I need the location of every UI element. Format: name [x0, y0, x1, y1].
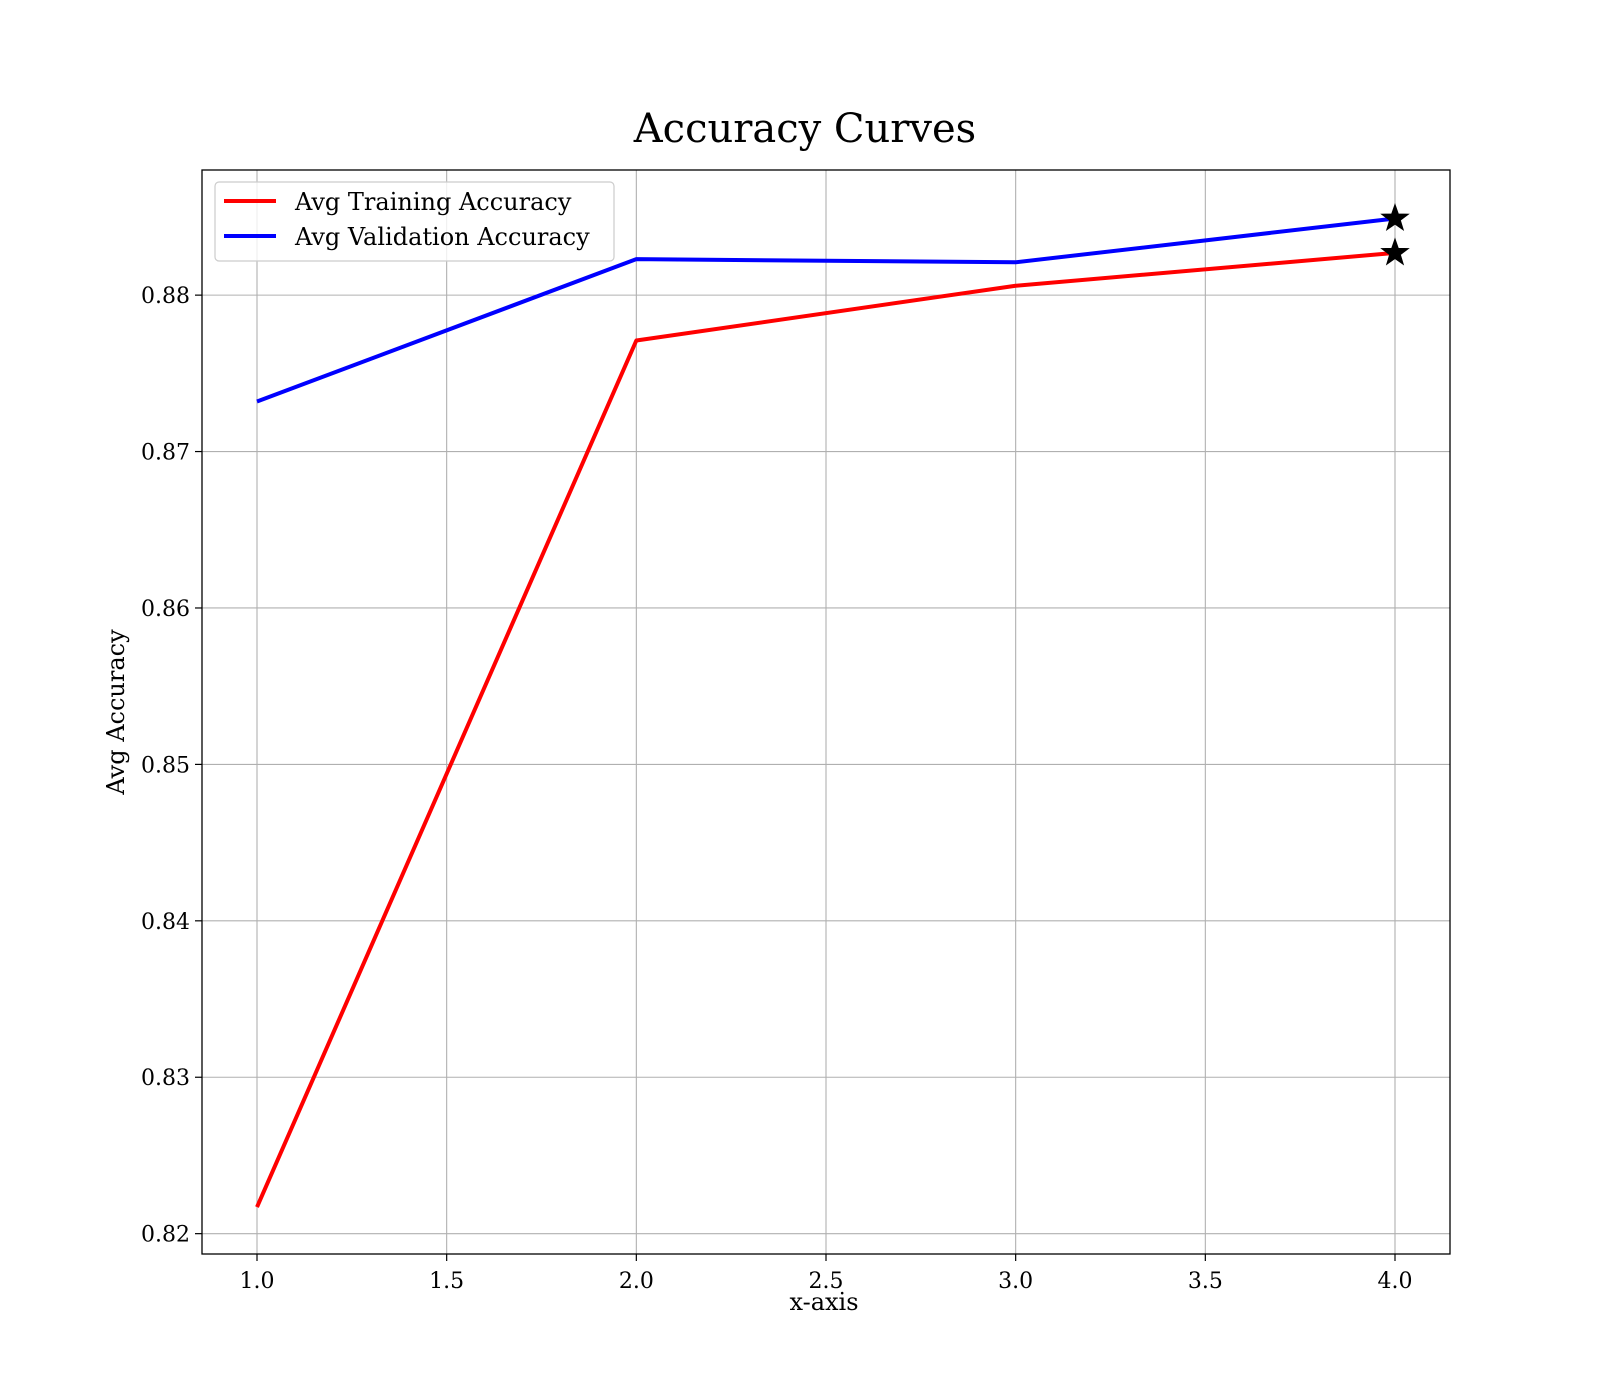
- y-tick-label: 0.86: [141, 597, 190, 622]
- y-axis-label: Avg Accuracy: [102, 629, 130, 796]
- x-tick-label: 1.0: [240, 1269, 275, 1294]
- y-tick-label: 0.83: [141, 1066, 190, 1091]
- x-tick-label: 4.0: [1377, 1269, 1412, 1294]
- x-tick-label: 2.5: [809, 1269, 844, 1294]
- y-tick-label: 0.87: [141, 441, 190, 466]
- chart-title: Accuracy Curves: [633, 106, 976, 152]
- grid-lines: [202, 170, 1450, 1254]
- x-tick-label: 2.0: [619, 1269, 654, 1294]
- final-point-star-marker: [1380, 202, 1410, 232]
- series-lines: [255, 216, 1396, 1208]
- legend: Avg Training Accuracy Avg Validation Acc…: [214, 181, 615, 262]
- axis-ticks: 1.0 1.5 2.0 2.5 3.0 3.5 4.0 0.82 0.83 0.84 0.85 0.8…: [141, 284, 1412, 1294]
- end-markers: [1380, 202, 1410, 266]
- final-point-star-marker: [1380, 237, 1410, 266]
- x-tick-label: 3.5: [1188, 1269, 1223, 1294]
- x-tick-label: 3.0: [998, 1269, 1033, 1294]
- y-tick-label: 0.84: [141, 910, 190, 935]
- x-axis-label: x-axis: [789, 1288, 858, 1316]
- x-tick-label: 1.5: [429, 1269, 464, 1294]
- series-line-1: [256, 216, 1396, 404]
- y-tick-label: 0.85: [141, 753, 190, 778]
- y-tick-label: 0.88: [141, 284, 190, 309]
- legend-label-training: Avg Training Accuracy: [294, 188, 572, 216]
- y-tick-label: 0.82: [141, 1223, 190, 1248]
- series-line-0: [255, 250, 1396, 1208]
- legend-box: [214, 181, 615, 262]
- legend-label-validation: Avg Validation Accuracy: [294, 223, 590, 251]
